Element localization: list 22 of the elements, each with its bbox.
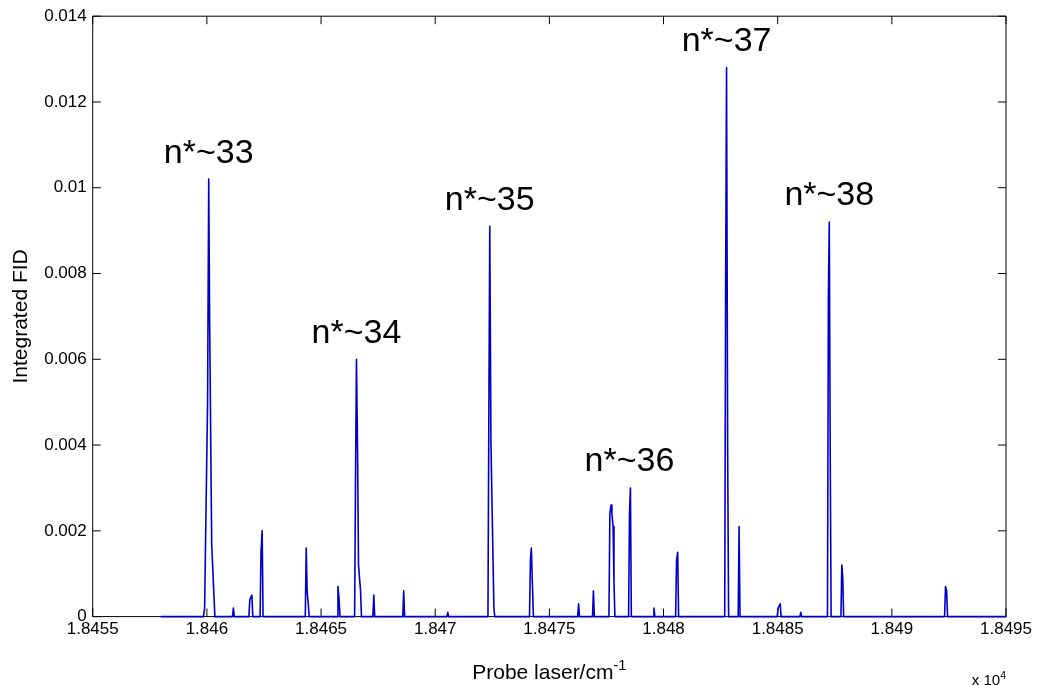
x-tick-label: 1.8475 [523, 619, 576, 639]
annotation: n*~38 [784, 174, 875, 213]
annotation: n*~33 [163, 131, 254, 170]
y-tick-label: 0.012 [44, 91, 87, 111]
annotation: n*~36 [584, 440, 675, 479]
annotation: n*~35 [444, 178, 535, 217]
x-tick-label: 1.8465 [295, 619, 348, 639]
x-tick-label: 1.846 [185, 619, 229, 639]
y-tick-label: 0.002 [44, 520, 87, 540]
y-tick-label: 0.004 [44, 434, 87, 454]
x-tick-label: 1.848 [642, 619, 685, 639]
y-tick-label: 0.006 [44, 348, 87, 368]
y-tick-label: 0.014 [44, 5, 87, 25]
annotation: n*~37 [681, 20, 772, 59]
y-tick-label: 0.01 [53, 177, 87, 197]
x-tick-label: 1.849 [870, 619, 914, 639]
x-tick-label: 1.8485 [751, 619, 804, 639]
y-axis-title: Integrated FID [8, 249, 32, 384]
x-tick-label: 1.847 [413, 619, 457, 639]
annotation: n*~34 [311, 311, 402, 350]
x-tick-label: 1.8495 [980, 619, 1032, 639]
y-tick-label: 0.008 [44, 263, 87, 283]
